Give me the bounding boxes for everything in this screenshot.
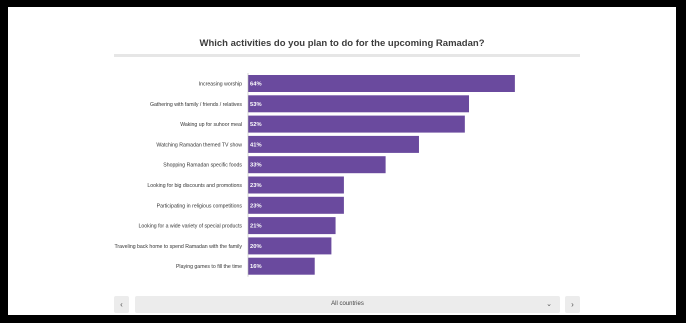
previous-button[interactable]: ‹ — [114, 296, 129, 313]
value-label: 23% — [250, 203, 262, 209]
value-label: 23% — [250, 183, 262, 189]
chevron-down-icon: ⌄ — [546, 301, 552, 308]
bar-chart: Increasing worship 64% Gathering with fami… — [114, 73, 515, 277]
chart-title: Which activities do you plan to do for t… — [199, 38, 485, 49]
bar — [248, 176, 344, 194]
chart-card: Which activities do you plan to do for t… — [8, 7, 676, 315]
value-label: 21% — [250, 224, 262, 230]
value-label: 53% — [250, 102, 262, 108]
chevron-left-icon: ‹ — [120, 300, 123, 309]
country-selector-value: All countries — [331, 301, 364, 307]
bar — [248, 115, 465, 133]
value-label: 52% — [250, 122, 262, 128]
bar — [248, 217, 336, 235]
value-label: 41% — [250, 142, 262, 148]
category-label: Participating in religious competitions — [157, 203, 243, 209]
value-label: 16% — [250, 264, 262, 270]
category-label: Increasing worship — [199, 82, 242, 88]
bar — [248, 95, 470, 113]
category-label: Shopping Ramadan specific foods — [163, 163, 242, 169]
bar — [248, 75, 515, 92]
category-label: Looking for big discounts and promotions — [147, 183, 242, 189]
title-divider — [114, 54, 580, 57]
value-label: 64% — [250, 82, 262, 88]
category-label: Looking for a wide variety of special pr… — [138, 224, 242, 230]
next-button[interactable]: › — [565, 296, 580, 313]
category-label: Watching Ramadan themed TV show — [156, 142, 242, 148]
bar — [248, 135, 419, 153]
bar — [248, 237, 332, 255]
country-selector[interactable]: All countries ⌄ — [135, 296, 560, 313]
category-label: Gathering with family / friends / relati… — [150, 102, 242, 108]
bar — [248, 156, 386, 174]
bar — [248, 196, 344, 214]
value-label: 33% — [250, 163, 262, 169]
category-label: Playing games to fill the time — [176, 264, 242, 270]
bar — [248, 257, 315, 275]
value-label: 20% — [250, 244, 262, 250]
chevron-right-icon: › — [571, 300, 574, 309]
category-label: Waking up for suhoor meal — [180, 122, 242, 128]
category-label: Traveling back home to spend Ramadan wit… — [114, 244, 242, 250]
